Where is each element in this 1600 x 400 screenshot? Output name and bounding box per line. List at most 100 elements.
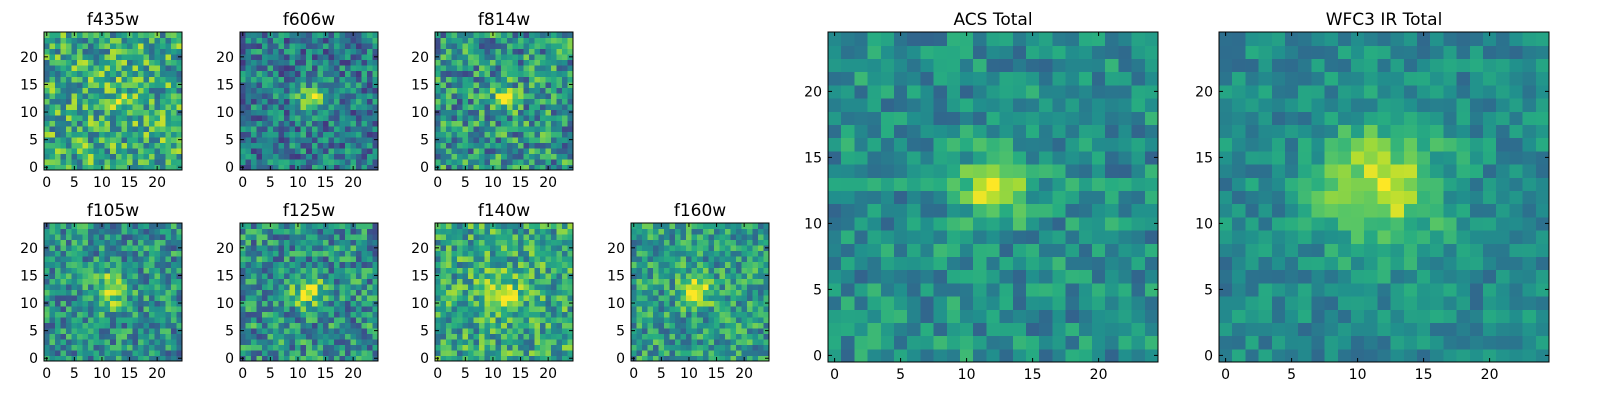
heatmap-cell (366, 305, 374, 312)
heatmap-cell (730, 344, 737, 351)
heatmap-cell (517, 147, 524, 155)
heatmap-cell (763, 305, 770, 312)
heatmap-cell (132, 223, 139, 230)
heatmap-cell (93, 87, 100, 94)
heatmap-cell (1039, 256, 1053, 271)
heatmap-cell (517, 142, 524, 149)
heatmap-cell (170, 305, 178, 312)
heatmap-cell (1078, 164, 1093, 178)
heatmap-cell (284, 349, 291, 357)
heatmap-cell (328, 267, 335, 274)
heatmap-cell (697, 338, 704, 346)
heatmap-cell (702, 234, 709, 241)
heatmap-cell (273, 333, 280, 340)
heatmap-cell (240, 48, 247, 55)
heatmap-cell (986, 203, 1001, 218)
heatmap-cell (372, 256, 379, 263)
heatmap-cell (473, 305, 480, 312)
heatmap-cell (295, 261, 302, 268)
heatmap-cell (451, 261, 458, 268)
heatmap-cell (344, 109, 351, 116)
heatmap-cell (132, 32, 139, 39)
heatmap-cell (300, 76, 307, 83)
heatmap-cell (170, 338, 178, 346)
heatmap-cell (355, 278, 363, 285)
heatmap-cell (1078, 190, 1093, 205)
heatmap-cell (132, 311, 139, 318)
heatmap-cell (350, 289, 357, 296)
heatmap-cell (719, 250, 726, 257)
heatmap-cell (273, 355, 280, 362)
heatmap-cell (126, 289, 133, 296)
heatmap-cell (165, 228, 172, 235)
heatmap-cell (1131, 216, 1146, 231)
heatmap-cell (350, 239, 357, 246)
heatmap-cell (642, 234, 649, 241)
heatmap-cell (289, 245, 296, 252)
heatmap-cell (262, 294, 269, 301)
panel-title: f140w (478, 201, 530, 221)
heatmap-cell (154, 239, 161, 246)
heatmap-cell (479, 125, 486, 132)
heatmap-cell (317, 333, 324, 340)
heatmap-cell (71, 239, 78, 246)
heatmap-cell (256, 164, 263, 171)
heatmap-cell (517, 333, 524, 340)
heatmap-cell (104, 349, 111, 357)
heatmap-cell (60, 125, 67, 132)
heatmap-cell (534, 103, 541, 110)
heatmap-cell (154, 300, 161, 307)
heatmap-cell (556, 153, 563, 160)
heatmap-cell (669, 261, 676, 268)
heatmap-cell (1026, 216, 1040, 231)
heatmap-cell (545, 43, 552, 50)
heatmap-cell (137, 250, 144, 257)
heatmap-cell (267, 114, 274, 121)
heatmap-cell (457, 98, 464, 105)
heatmap-cell (148, 316, 155, 323)
heatmap-cell (60, 32, 67, 39)
heatmap-cell (451, 327, 458, 334)
heatmap-cell (82, 250, 89, 257)
heatmap-cell (77, 267, 84, 274)
heatmap-cell (534, 333, 541, 340)
heatmap-cell (561, 43, 569, 50)
heatmap-cell (1012, 230, 1027, 244)
heatmap-cell (300, 344, 307, 351)
heatmap-cell (468, 147, 475, 155)
heatmap-cell (311, 54, 318, 61)
heatmap-cell (66, 228, 73, 235)
heatmap-cell (49, 70, 56, 77)
heatmap-cell (752, 261, 759, 268)
heatmap-cell (328, 70, 335, 77)
heatmap-cell (77, 333, 84, 340)
heatmap-cell (165, 327, 172, 334)
heatmap-cell (159, 267, 167, 274)
heatmap-cell (267, 70, 274, 77)
heatmap-cell (306, 294, 313, 301)
heatmap-cell (333, 327, 340, 334)
heatmap-cell (653, 234, 660, 241)
y-tick-label: 10 (20, 105, 38, 121)
heatmap-cell (372, 76, 379, 83)
heatmap-cell (273, 223, 280, 230)
heatmap-cell (730, 294, 737, 301)
y-tick-label: 15 (607, 268, 625, 284)
heatmap-cell (256, 32, 263, 39)
heatmap-cell (523, 267, 530, 274)
heatmap-cell (148, 103, 155, 110)
heatmap-cell (457, 283, 464, 290)
heatmap-cell (556, 223, 563, 230)
heatmap-cell (311, 256, 318, 263)
heatmap-cell (867, 230, 882, 244)
heatmap-cell (170, 294, 178, 301)
heatmap-cell (523, 272, 530, 279)
heatmap-cell (110, 164, 117, 171)
heatmap-cell (115, 109, 122, 116)
heatmap-cell (468, 300, 475, 307)
heatmap-cell (752, 245, 759, 252)
heatmap-cell (115, 142, 122, 149)
heatmap-cell (339, 261, 346, 268)
heatmap-cell (344, 305, 351, 312)
